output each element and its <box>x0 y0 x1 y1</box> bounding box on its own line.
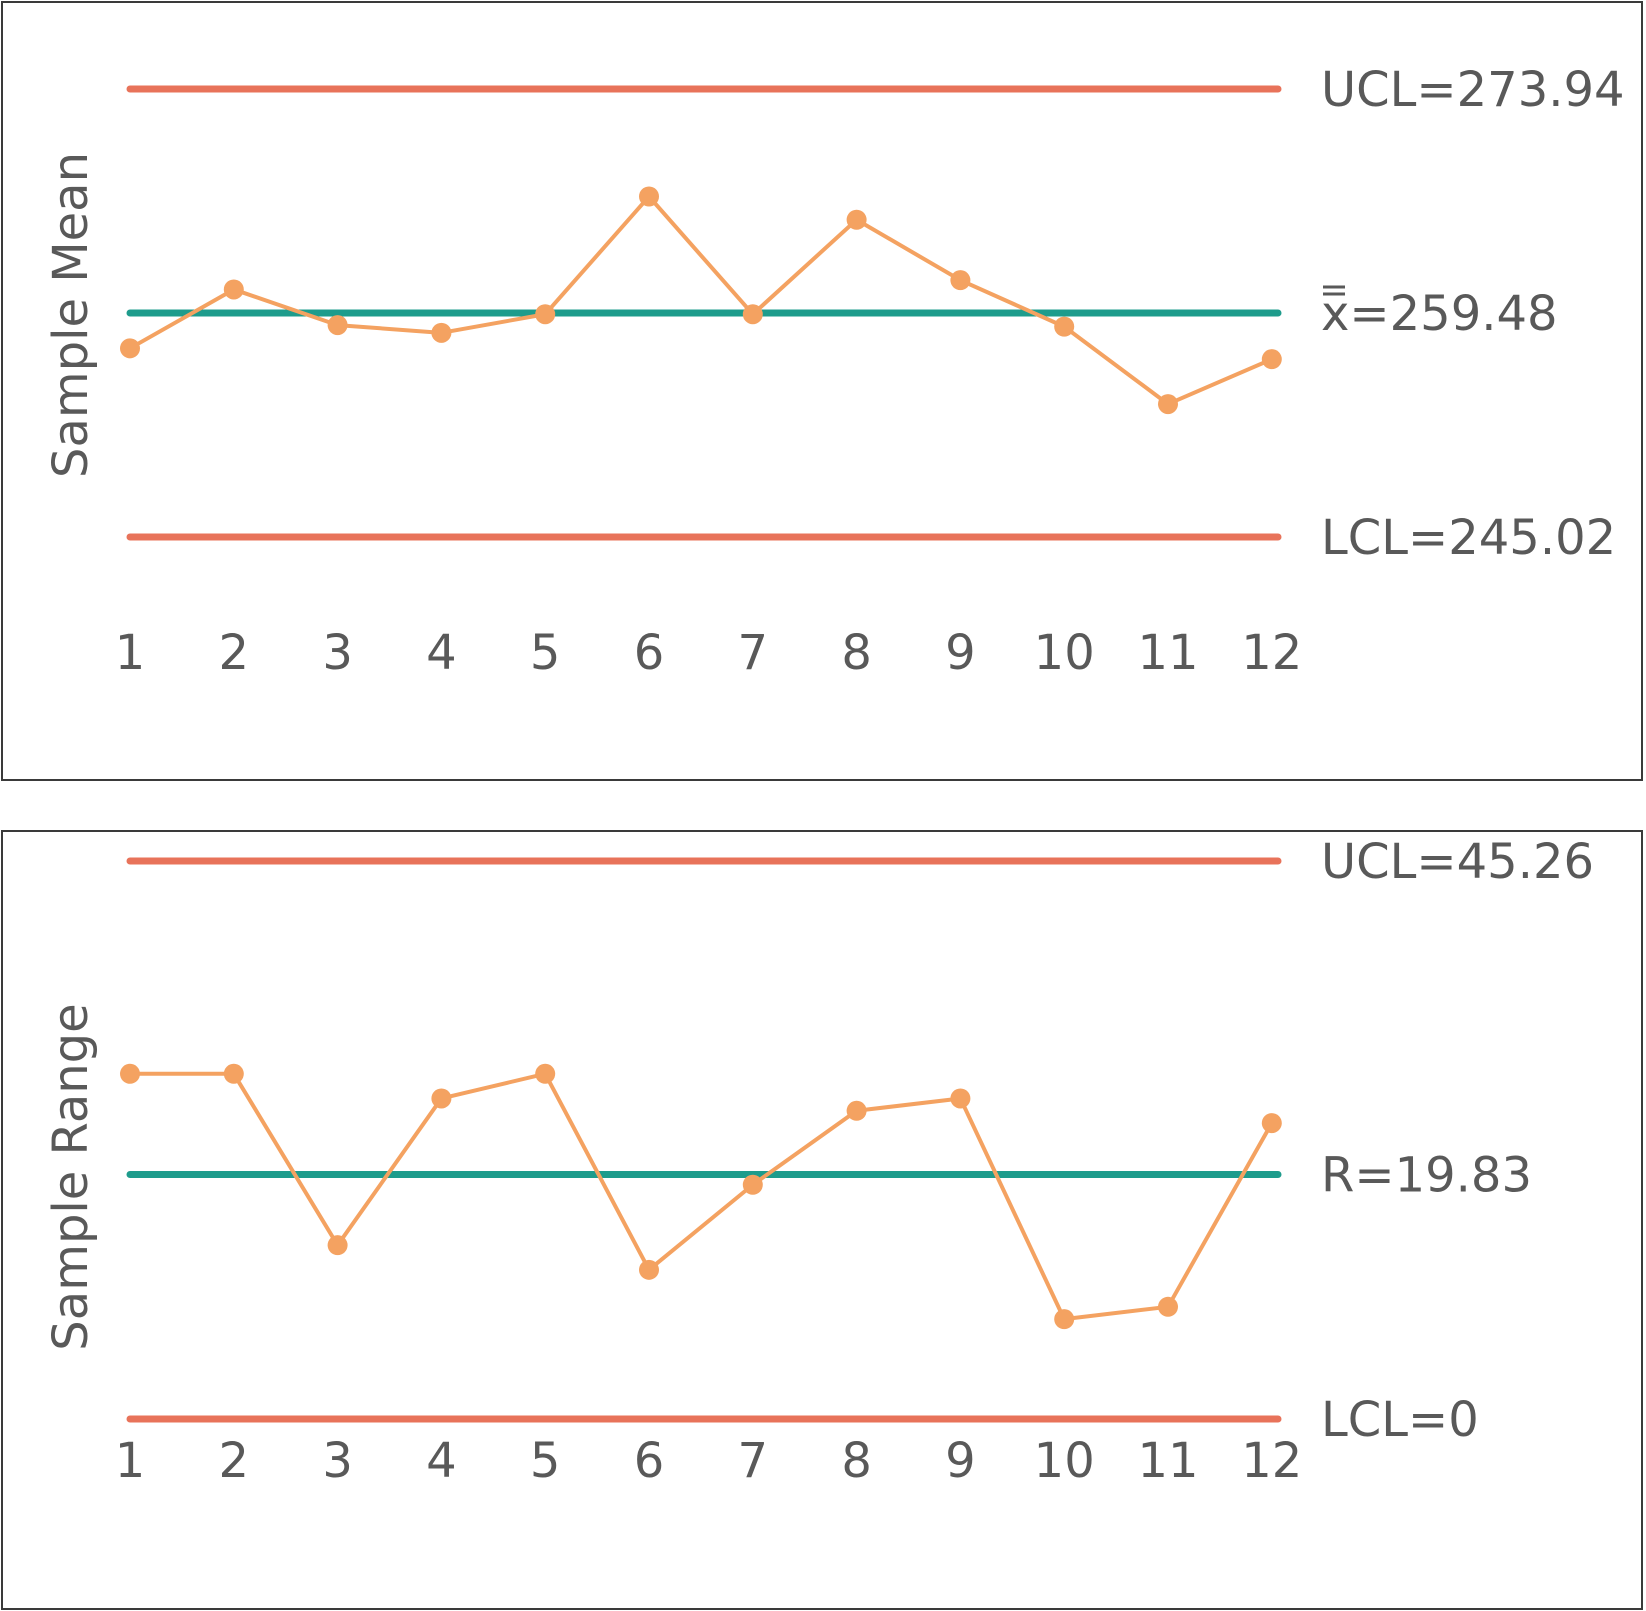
range-x-tick-11: 11 <box>1137 1433 1198 1489</box>
mean-x-tick-4: 4 <box>426 625 457 681</box>
mean-x-tick-3: 3 <box>322 625 353 681</box>
range-x-tick-10: 10 <box>1034 1433 1095 1489</box>
mean-x-tick-7: 7 <box>738 625 769 681</box>
mean-data-point-11 <box>1158 394 1178 415</box>
mean-x-tick-1: 1 <box>115 625 146 681</box>
mean-y-axis-label: Sample Mean <box>43 152 99 478</box>
range-x-tick-1: 1 <box>115 1433 146 1489</box>
range-x-tick-7: 7 <box>738 1433 769 1489</box>
range-data-point-1 <box>120 1063 140 1084</box>
range-data-point-11 <box>1158 1296 1178 1317</box>
mean-lcl-label: LCL=245.02 <box>1321 510 1616 566</box>
mean-ucl-label: UCL=273.94 <box>1321 62 1625 118</box>
mean-x-tick-8: 8 <box>841 625 872 681</box>
mean-x-tick-12: 12 <box>1241 625 1302 681</box>
mean-x-tick-10: 10 <box>1034 625 1095 681</box>
mean-data-point-6 <box>639 186 659 207</box>
range-data-point-10 <box>1054 1309 1075 1330</box>
mean-data-point-10 <box>1054 316 1075 337</box>
range-data-point-2 <box>223 1063 244 1084</box>
range-x-tick-12: 12 <box>1241 1433 1302 1489</box>
mean-center-label: x=259.48 <box>1321 286 1558 342</box>
range-data-point-6 <box>639 1259 659 1280</box>
mean-x-tick-9: 9 <box>945 625 976 681</box>
range-ucl-label: UCL=45.26 <box>1321 834 1594 890</box>
range-center-label: R=19.83 <box>1321 1148 1532 1204</box>
mean-data-point-8 <box>846 209 867 230</box>
range-x-tick-4: 4 <box>426 1433 457 1489</box>
mean-data-point-7 <box>742 304 763 325</box>
mean-x-tick-11: 11 <box>1137 625 1198 681</box>
mean-data-point-1 <box>120 338 140 359</box>
range-x-tick-6: 6 <box>634 1433 665 1489</box>
range-x-tick-9: 9 <box>945 1433 976 1489</box>
range-x-tick-5: 5 <box>530 1433 561 1489</box>
range-data-point-9 <box>950 1088 971 1109</box>
mean-data-point-5 <box>535 304 556 325</box>
mean-data-point-2 <box>223 279 244 300</box>
sample-mean-chart: Sample Mean UCL=273.94 x=259.48 LCL=245.02 1… <box>1 1 1643 781</box>
range-data-point-4 <box>431 1088 452 1109</box>
sample-range-chart: Sample Range UCL=45.26 R=19.83 LCL=0 1 2 3 4 5 6 7… <box>1 830 1643 1610</box>
mean-data-point-12 <box>1261 349 1282 370</box>
mean-x-tick-2: 2 <box>219 625 250 681</box>
range-data-point-12 <box>1261 1113 1282 1134</box>
range-y-axis-label: Sample Range <box>43 1003 99 1350</box>
mean-data-point-3 <box>327 315 348 336</box>
range-lcl-label: LCL=0 <box>1321 1392 1479 1448</box>
range-x-tick-3: 3 <box>322 1433 353 1489</box>
range-data-point-5 <box>535 1063 556 1084</box>
mean-x-tick-5: 5 <box>530 625 561 681</box>
mean-x-tick-6: 6 <box>634 625 665 681</box>
mean-series-line <box>129 194 1273 407</box>
mean-data-point-4 <box>431 322 452 343</box>
range-series-line <box>130 1071 1274 1322</box>
range-data-point-8 <box>846 1100 867 1121</box>
range-data-point-3 <box>327 1235 348 1256</box>
range-data-point-7 <box>742 1174 763 1195</box>
range-x-tick-8: 8 <box>841 1433 872 1489</box>
sample-mean-chart-svg: Sample Mean UCL=273.94 x=259.48 LCL=245.02 1… <box>43 62 1625 681</box>
range-x-tick-2: 2 <box>219 1433 250 1489</box>
mean-data-point-9 <box>950 270 971 291</box>
